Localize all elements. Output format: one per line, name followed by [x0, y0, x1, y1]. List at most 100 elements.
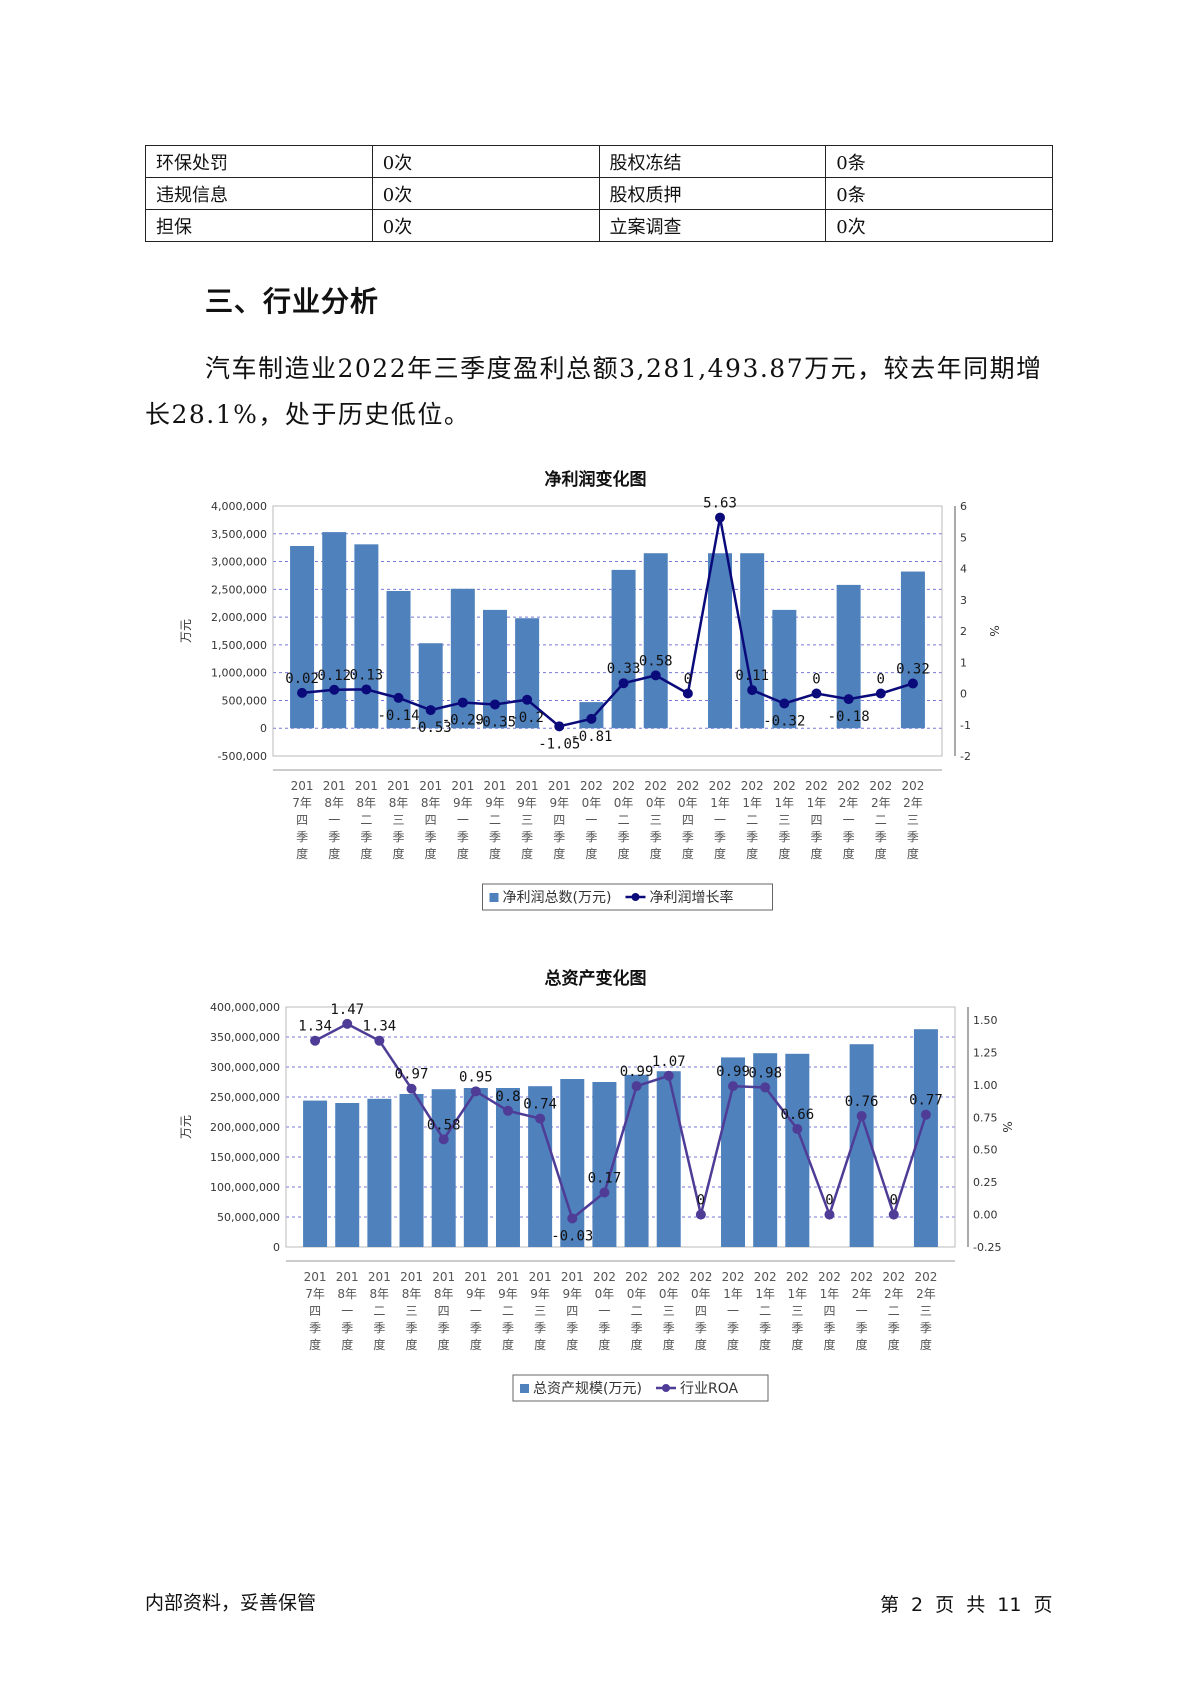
x-tick-label: 201 9年四季度 [561, 1270, 584, 1352]
y2-tick-label: 0.75 [973, 1111, 998, 1124]
x-tick-label-line: 季 [341, 1321, 353, 1335]
x-tick-label-line: 季 [791, 1321, 803, 1335]
legend-bar-swatch [489, 893, 499, 902]
point-label: 0.11 [735, 668, 769, 684]
legend-line-marker [662, 1384, 670, 1392]
x-tick-label-line: 9年 [453, 796, 473, 810]
x-tick-label-line: 1年 [807, 796, 827, 810]
x-tick-label-line: 三 [521, 813, 533, 827]
line-point [489, 699, 500, 710]
point-label: 5.63 [703, 496, 737, 512]
x-tick-label-line: 201 [419, 779, 442, 793]
x-tick-label-line: 202 [837, 779, 860, 793]
line-point [374, 1035, 385, 1046]
x-tick-label-line: 季 [553, 830, 565, 844]
x-tick-label-line: 季 [425, 830, 437, 844]
x-tick-label-line: 二 [360, 813, 372, 827]
section-title: 三、行业分析 [205, 285, 380, 318]
y-tick-label: 50,000,000 [217, 1211, 280, 1224]
line-point [438, 1134, 449, 1145]
line-point [663, 1070, 674, 1081]
line-point [406, 1083, 417, 1094]
x-tick-label-line: 三 [791, 1304, 803, 1318]
x-tick-label-line: 度 [714, 846, 726, 861]
x-tick-label-line: 一 [727, 1304, 739, 1318]
x-tick-label-line: 一 [341, 1304, 353, 1318]
x-tick-label-line: 三 [663, 1304, 675, 1318]
x-tick-label-line: 8年 [357, 796, 377, 810]
bar [900, 571, 925, 729]
bar [495, 1088, 520, 1247]
legend-bar-swatch [520, 1384, 529, 1393]
y-axis-title: 万元 [179, 1115, 193, 1139]
point-label: 0.58 [427, 1117, 461, 1133]
legend-bar-label: 总资产规模(万元) [533, 1381, 642, 1397]
point-label: -0.81 [570, 729, 612, 745]
x-tick-label-line: 季 [598, 1321, 610, 1335]
x-tick-label-line: 三 [778, 813, 790, 827]
x-tick-label-line: 1年 [710, 796, 730, 810]
y-tick-label: -500,000 [218, 750, 267, 763]
point-label: 0.99 [716, 1064, 750, 1080]
industry-paragraph: 汽车制造业2022年三季度盈利总额3,281,493.87万元，较去年同期增长2… [145, 354, 1043, 429]
bar [431, 1089, 456, 1247]
x-tick-label-line: 季 [406, 1321, 418, 1335]
x-tick-label-line: 0年 [678, 796, 698, 810]
x-tick-label-line: 度 [727, 1337, 739, 1352]
x-tick-label-line: 度 [553, 846, 565, 861]
x-tick-label-line: 9年 [549, 796, 569, 810]
series-line [314, 1022, 928, 1221]
bar [849, 1044, 874, 1247]
x-tick-label-line: 二 [502, 1304, 514, 1318]
point-label: -0.18 [828, 709, 870, 725]
x-tick-label-line: 201 [561, 1270, 584, 1284]
x-tick-label-line: 8年 [337, 1287, 357, 1301]
x-tick-label-line: 季 [631, 1321, 643, 1335]
line-point [875, 688, 886, 699]
bar [386, 591, 411, 729]
table-cell: 股权质押 [598, 177, 827, 210]
line-point [695, 1209, 706, 1220]
x-tick-label-line: 三 [907, 813, 919, 827]
x-tick-label-line: 度 [457, 846, 469, 861]
x-tick-label-line: 度 [438, 1337, 450, 1352]
x-tick-label-line: 9年 [466, 1287, 486, 1301]
x-tick-label-line: 二 [759, 1304, 771, 1318]
x-tick-label: 202 2年二季度 [869, 779, 892, 861]
footer-page-number: 第 2 页 共 11 页 [880, 1594, 1053, 1616]
x-tick-label-line: 8年 [324, 796, 344, 810]
x-tick-label: 202 0年三季度 [657, 1270, 680, 1352]
x-tick-label-line: 三 [650, 813, 662, 827]
x-tick-label-line: 三 [920, 1304, 932, 1318]
x-tick-label-line: 1年 [755, 1287, 775, 1301]
y-tick-label: 3,000,000 [211, 556, 267, 569]
x-tick-label-line: 1年 [723, 1287, 743, 1301]
x-tick-label: 202 0年二季度 [612, 779, 635, 861]
x-tick-label-line: 四 [810, 813, 822, 827]
line-point [425, 705, 436, 716]
table-cell: 0次 [825, 209, 1053, 242]
x-tick-label-line: 201 [497, 1270, 520, 1284]
line-point [342, 1018, 353, 1029]
x-tick-label-line: 202 [901, 779, 924, 793]
table-row: 环保处罚 0次 股权冻结 0条 [145, 145, 1053, 178]
point-label: 0 [812, 672, 820, 688]
point-label: -0.32 [763, 714, 805, 730]
x-tick-label-line: 度 [393, 846, 405, 861]
y2-tick-label: -0.25 [973, 1241, 1001, 1254]
chart-title-total-assets: 总资产变化图 [544, 969, 647, 989]
point-label: 0.97 [395, 1067, 429, 1083]
bar [836, 584, 861, 729]
legend-bar-label: 净利润总数(万元) [503, 890, 612, 906]
x-tick-label-line: 四 [309, 1304, 321, 1318]
x-tick-label-line: 9年 [485, 796, 505, 810]
x-tick-label: 202 1年二季度 [754, 1270, 777, 1352]
x-tick-label-line: 202 [689, 1270, 712, 1284]
x-tick-label-line: 度 [778, 846, 790, 861]
y-tick-label: 0 [260, 722, 267, 735]
x-tick-label-line: 季 [521, 830, 533, 844]
line-point [297, 687, 308, 698]
y2-axis-title: % [1000, 1121, 1014, 1132]
x-tick-label: 201 8年二季度 [368, 1270, 391, 1352]
line-point [650, 670, 661, 681]
